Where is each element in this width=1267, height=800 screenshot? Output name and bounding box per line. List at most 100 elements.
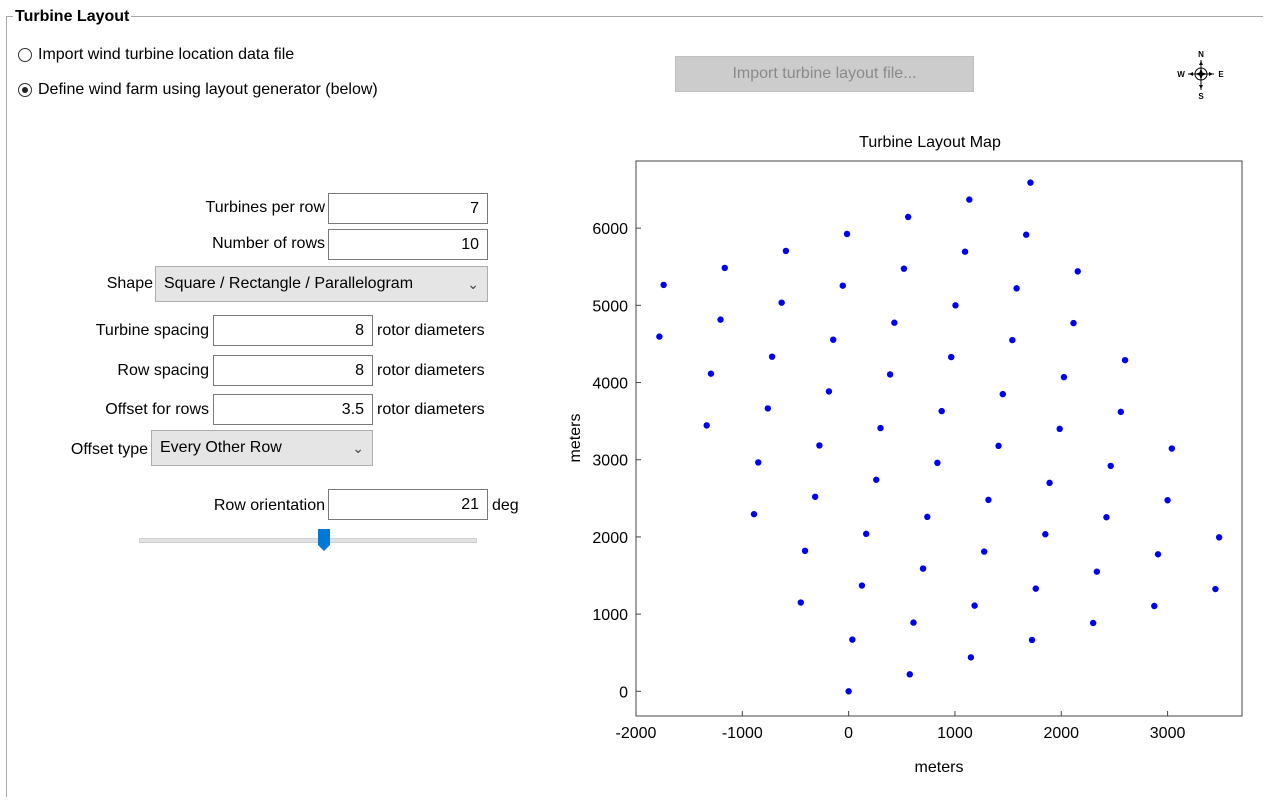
shape-select[interactable]: Square / Rectangle / Parallelogram ⌄ bbox=[155, 266, 488, 302]
turbine-point bbox=[1022, 231, 1030, 238]
offset-type-value: Every Other Row bbox=[160, 439, 282, 456]
number-of-rows-input[interactable]: 10 bbox=[328, 229, 488, 260]
offset-rows-label: Offset for rows bbox=[105, 401, 209, 418]
turbines-per-row-label: Turbines per row bbox=[205, 199, 325, 216]
import-radio[interactable] bbox=[18, 48, 32, 62]
turbine-point bbox=[904, 213, 912, 221]
turbine-point bbox=[877, 424, 884, 432]
offset-type-label: Offset type bbox=[70, 441, 148, 458]
layout-generator-option[interactable]: Define wind farm using layout generator … bbox=[18, 81, 378, 99]
turbine-point bbox=[900, 265, 908, 272]
turbine-point bbox=[1168, 445, 1176, 452]
turbine-point bbox=[811, 493, 819, 500]
turbine-point bbox=[967, 654, 975, 661]
chevron-down-icon: ⌄ bbox=[467, 275, 479, 292]
row-orientation-unit: deg bbox=[492, 497, 519, 514]
compass-icon: N S W E bbox=[1177, 50, 1224, 100]
turbine-point bbox=[934, 459, 941, 467]
turbine-point bbox=[966, 196, 973, 203]
turbine-point bbox=[816, 442, 823, 449]
turbine-point bbox=[961, 248, 969, 255]
row-orientation-input[interactable]: 21 bbox=[328, 489, 488, 520]
turbine-point bbox=[919, 565, 927, 572]
x-tick-label: 1000 bbox=[937, 725, 973, 742]
turbine-spacing-label: Turbine spacing bbox=[95, 322, 209, 339]
y-axis-label: meters bbox=[567, 414, 584, 463]
turbine-point bbox=[839, 282, 846, 289]
y-tick-label: 3000 bbox=[592, 453, 628, 470]
turbine-point bbox=[825, 388, 833, 395]
turbine-point bbox=[1060, 373, 1068, 381]
turbine-point bbox=[938, 407, 945, 415]
svg-text:E: E bbox=[1218, 70, 1224, 79]
turbine-point bbox=[886, 371, 894, 378]
turbine-point bbox=[843, 230, 851, 238]
import-option-label: Import wind turbine location data file bbox=[38, 46, 295, 63]
turbine-point bbox=[768, 353, 776, 360]
turbine-point bbox=[782, 247, 790, 255]
turbines-per-row-input[interactable]: 7 bbox=[328, 193, 488, 224]
turbine-spacing-input[interactable]: 8 bbox=[213, 315, 373, 346]
turbine-point bbox=[801, 547, 809, 555]
offset-type-select[interactable]: Every Other Row ⌄ bbox=[151, 430, 373, 466]
chevron-down-icon: ⌄ bbox=[352, 439, 364, 456]
orientation-slider-track[interactable] bbox=[139, 538, 477, 543]
shape-value: Square / Rectangle / Parallelogram bbox=[164, 275, 414, 292]
turbine-point bbox=[755, 459, 762, 466]
turbine-point bbox=[707, 370, 715, 377]
turbine-point bbox=[995, 442, 1002, 450]
turbine-point bbox=[1009, 336, 1016, 344]
turbine-point bbox=[1074, 268, 1081, 275]
turbine-point bbox=[1212, 585, 1219, 593]
turbine-point bbox=[1089, 619, 1097, 627]
turbine-point bbox=[849, 636, 856, 643]
turbine-point bbox=[891, 319, 898, 326]
offset-rows-input[interactable]: 3.5 bbox=[213, 394, 373, 425]
turbine-point bbox=[906, 671, 913, 678]
svg-text:S: S bbox=[1198, 92, 1204, 100]
turbine-spacing-unit: rotor diameters bbox=[377, 322, 485, 339]
import-layout-button[interactable]: Import turbine layout file... bbox=[675, 56, 974, 92]
y-tick-label: 0 bbox=[619, 684, 628, 701]
turbine-point bbox=[830, 336, 837, 343]
x-tick-label: 0 bbox=[844, 725, 853, 742]
generator-radio[interactable] bbox=[18, 83, 32, 97]
row-spacing-input[interactable]: 8 bbox=[213, 355, 373, 386]
turbine-point bbox=[1032, 585, 1039, 592]
turbine-point bbox=[656, 333, 663, 340]
turbine-layout-chart: Turbine Layout Map -2000 -1000 0 1000 2000 30… bbox=[567, 134, 1243, 776]
x-tick-label: 2000 bbox=[1043, 725, 1079, 742]
turbine-point bbox=[764, 405, 772, 412]
y-tick-label: 6000 bbox=[592, 221, 628, 238]
turbine-point bbox=[1013, 285, 1020, 292]
y-tick-label: 4000 bbox=[592, 376, 628, 393]
x-tick-label: 3000 bbox=[1150, 725, 1186, 742]
generator-option-label: Define wind farm using layout generator … bbox=[38, 81, 378, 98]
turbine-point bbox=[1154, 551, 1162, 558]
turbine-point bbox=[1164, 497, 1171, 504]
turbine-layout-group bbox=[6, 16, 1263, 797]
chart-title: Turbine Layout Map bbox=[859, 134, 1001, 151]
turbine-point bbox=[1093, 568, 1101, 575]
offset-rows-unit: rotor diameters bbox=[377, 401, 485, 418]
turbine-point bbox=[717, 316, 724, 323]
turbine-point bbox=[845, 688, 852, 695]
orientation-slider-thumb[interactable] bbox=[317, 528, 331, 552]
turbine-point bbox=[858, 582, 866, 589]
turbine-point bbox=[1028, 636, 1036, 644]
y-tick-label: 5000 bbox=[592, 298, 628, 315]
turbine-point bbox=[971, 602, 978, 609]
turbine-point bbox=[980, 548, 988, 555]
number-of-rows-label: Number of rows bbox=[212, 235, 325, 252]
group-title: Turbine Layout bbox=[13, 8, 132, 26]
import-file-option[interactable]: Import wind turbine location data file bbox=[18, 46, 294, 64]
svg-text:N: N bbox=[1198, 50, 1204, 59]
turbine-point bbox=[750, 510, 758, 518]
turbine-point bbox=[1215, 534, 1223, 541]
row-spacing-label: Row spacing bbox=[117, 362, 209, 379]
turbine-point bbox=[924, 513, 931, 521]
turbine-point bbox=[1151, 602, 1158, 610]
turbine-point bbox=[985, 496, 992, 504]
turbine-point bbox=[1107, 462, 1114, 470]
x-tick-label: -2000 bbox=[616, 725, 657, 742]
